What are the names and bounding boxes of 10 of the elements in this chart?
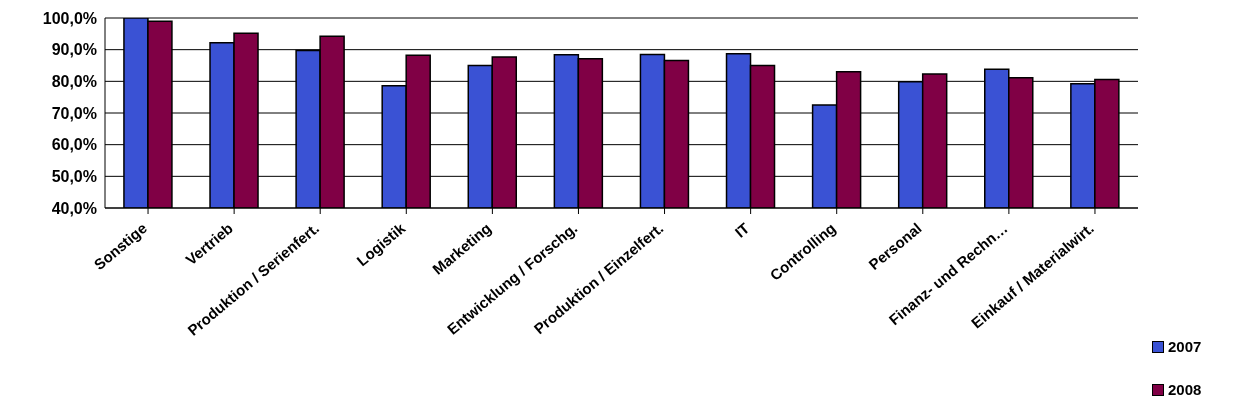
y-tick-label: 60,0% <box>51 136 97 154</box>
y-tick-label: 50,0% <box>51 168 97 186</box>
x-tick-label: IT <box>731 219 753 241</box>
legend-label: 2007 <box>1168 338 1202 355</box>
y-tick-label: 100,0% <box>42 9 97 27</box>
y-tick-label: 40,0% <box>51 199 97 217</box>
y-tick-label: 90,0% <box>51 41 97 59</box>
legend-label: 2008 <box>1168 381 1202 398</box>
y-tick-label: 80,0% <box>51 73 97 91</box>
y-tick-label: 70,0% <box>51 104 97 122</box>
